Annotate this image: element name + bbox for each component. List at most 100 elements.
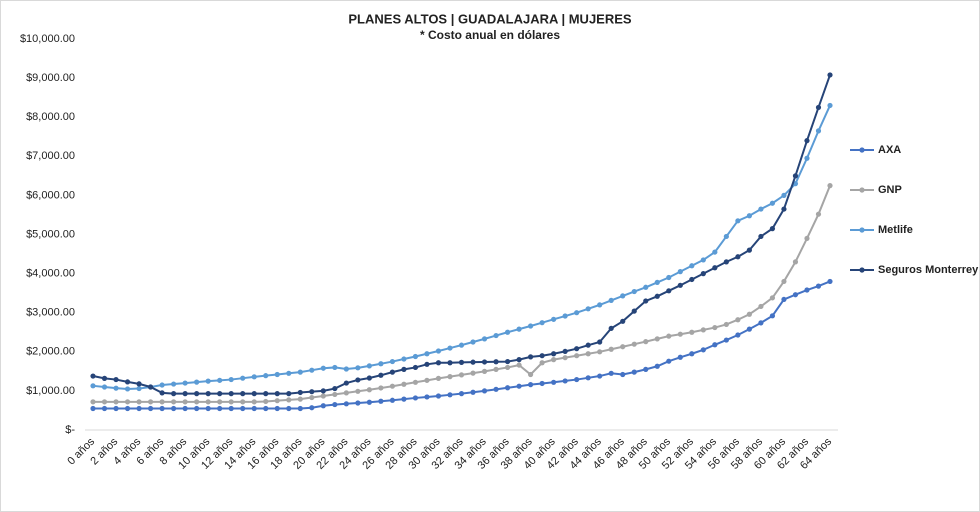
data-point (401, 381, 407, 387)
data-point (320, 393, 326, 399)
data-point (297, 405, 303, 412)
data-point (205, 405, 211, 412)
data-point (551, 357, 557, 363)
data-point (412, 353, 419, 360)
data-point (677, 269, 683, 275)
data-point (124, 405, 131, 412)
data-point (493, 366, 499, 372)
data-point (101, 405, 108, 412)
data-point (320, 403, 326, 409)
data-point (251, 374, 257, 380)
data-point (389, 358, 396, 365)
data-point (447, 360, 453, 366)
y-tick-label: $3,000.00 (26, 307, 75, 319)
data-point (608, 297, 614, 303)
data-point (458, 372, 465, 378)
data-point (424, 377, 430, 383)
legend-label: AXA (878, 144, 901, 156)
data-point (228, 399, 234, 405)
data-point (389, 369, 396, 375)
data-point (205, 391, 211, 397)
data-point (723, 337, 729, 343)
data-point (159, 399, 165, 405)
data-point (332, 391, 338, 398)
data-point (412, 379, 419, 385)
y-tick-label: $1,000.00 (26, 385, 75, 397)
data-point (286, 370, 292, 376)
data-point (792, 173, 799, 179)
data-point (504, 385, 511, 391)
y-tick-label: $8,000.00 (26, 111, 75, 123)
data-point (804, 155, 810, 161)
data-point (585, 351, 591, 357)
data-point (804, 235, 810, 242)
data-point (366, 399, 372, 405)
data-point (274, 398, 280, 404)
y-tick-label: $- (65, 424, 75, 436)
legend-marker (859, 147, 865, 153)
data-point (332, 385, 338, 392)
data-point (263, 373, 269, 379)
data-point (251, 399, 257, 405)
data-point (758, 320, 764, 326)
data-point (136, 385, 142, 392)
data-point (723, 321, 729, 328)
data-point (827, 278, 833, 285)
data-point (435, 393, 442, 399)
data-point (424, 394, 430, 400)
data-point (562, 313, 568, 319)
data-point (574, 310, 580, 316)
data-point (320, 365, 326, 371)
data-point (320, 388, 326, 394)
data-point (620, 293, 626, 299)
data-point (136, 399, 142, 405)
data-point (171, 399, 177, 405)
y-tick-label: $9,000.00 (26, 72, 75, 84)
data-point (124, 386, 131, 392)
data-point (539, 320, 545, 326)
data-point (551, 351, 557, 357)
data-point (631, 341, 637, 347)
data-point (147, 384, 154, 390)
data-point (309, 389, 315, 395)
data-point (182, 391, 188, 397)
data-point (481, 336, 488, 342)
data-point (712, 249, 718, 255)
data-point (827, 102, 833, 109)
data-point (620, 344, 626, 350)
data-point (504, 329, 511, 335)
data-point (631, 308, 637, 314)
data-point (136, 381, 142, 387)
data-point (401, 396, 407, 402)
data-point (620, 318, 626, 324)
data-point (643, 366, 649, 372)
data-point (458, 359, 465, 365)
data-point (332, 401, 338, 408)
data-point (286, 391, 292, 397)
data-point (297, 389, 303, 396)
data-point (769, 295, 776, 301)
data-point (194, 405, 200, 412)
data-point (815, 211, 822, 217)
data-point (240, 405, 246, 412)
data-point (631, 288, 637, 295)
data-point (746, 311, 752, 317)
data-point (263, 405, 269, 412)
data-point (355, 400, 361, 406)
data-point (597, 373, 603, 379)
data-point (447, 345, 453, 351)
data-point (723, 259, 729, 265)
data-point (343, 366, 349, 372)
data-point (527, 382, 534, 388)
data-point (827, 183, 833, 189)
data-point (689, 351, 695, 357)
y-tick-label: $4,000.00 (26, 268, 75, 280)
data-point (240, 391, 246, 397)
legend-label: GNP (878, 184, 902, 196)
data-point (539, 360, 545, 366)
data-point (343, 380, 349, 386)
data-point (251, 405, 257, 412)
data-point (562, 355, 568, 361)
data-point (827, 72, 833, 78)
data-point (458, 342, 465, 348)
